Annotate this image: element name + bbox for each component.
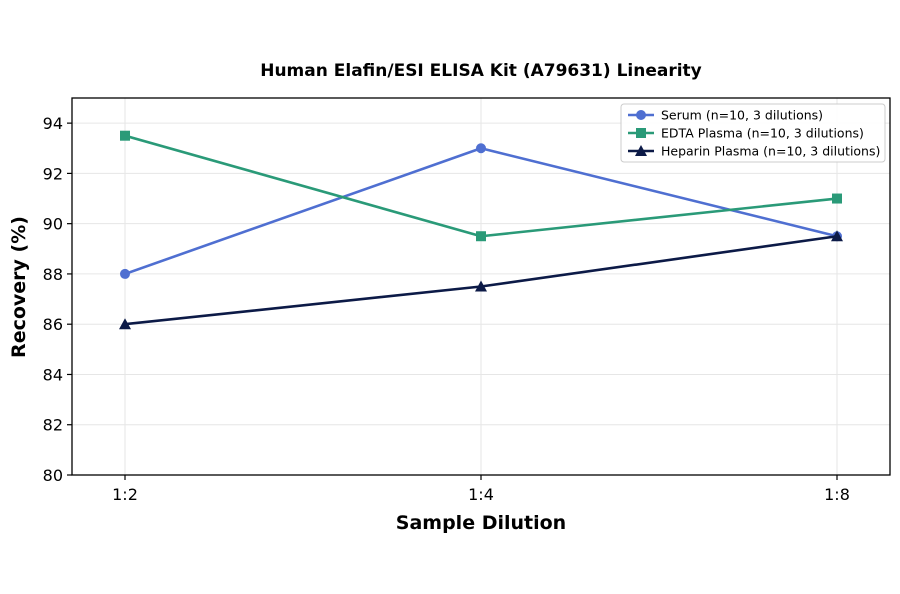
- data-point: [475, 280, 487, 292]
- data-point: [831, 230, 843, 242]
- legend-label: EDTA Plasma (n=10, 3 dilutions): [661, 126, 864, 141]
- series-2: [120, 130, 842, 242]
- data-point: [476, 231, 486, 242]
- y-tick-label: 92: [43, 164, 63, 183]
- y-tick-label: 80: [43, 466, 63, 485]
- data-point: [120, 130, 130, 141]
- y-tick-label: 88: [43, 265, 63, 284]
- data-point: [120, 268, 130, 279]
- y-axis-label: Recovery (%): [8, 216, 30, 358]
- x-tick-label: 1:8: [824, 485, 850, 504]
- y-tick-label: 90: [43, 215, 63, 234]
- legend-label: Heparin Plasma (n=10, 3 dilutions): [661, 144, 880, 159]
- legend-marker: [636, 110, 646, 120]
- chart-title: Human Elafin/ESI ELISA Kit (A79631) Line…: [260, 61, 702, 81]
- data-point: [119, 318, 131, 330]
- x-tick-label: 1:2: [112, 485, 138, 504]
- data-point: [832, 193, 842, 204]
- legend-marker: [636, 128, 646, 138]
- legend-item: EDTA Plasma (n=10, 3 dilutions): [628, 126, 864, 141]
- y-tick-label: 94: [43, 114, 63, 133]
- x-axis-label: Sample Dilution: [396, 512, 566, 534]
- y-tick-label: 84: [43, 365, 63, 384]
- legend-item: Serum (n=10, 3 dilutions): [628, 108, 823, 123]
- axis-ticks: 80 82 84 86 88 90 92 94 1:2 1:4 1:8: [43, 114, 850, 504]
- y-tick-label: 82: [43, 416, 63, 435]
- y-tick-label: 86: [43, 315, 63, 334]
- legend-marker: [635, 145, 647, 156]
- series-layer: [119, 130, 843, 330]
- legend-box: [620, 103, 886, 163]
- legend-label: Serum (n=10, 3 dilutions): [661, 108, 823, 123]
- data-point: [476, 143, 486, 154]
- series-3: [119, 230, 843, 330]
- legend-item: Heparin Plasma (n=10, 3 dilutions): [628, 144, 880, 159]
- x-tick-label: 1:4: [468, 485, 494, 504]
- legend: Serum (n=10, 3 dilutions) EDTA Plasma (n=…: [620, 103, 886, 163]
